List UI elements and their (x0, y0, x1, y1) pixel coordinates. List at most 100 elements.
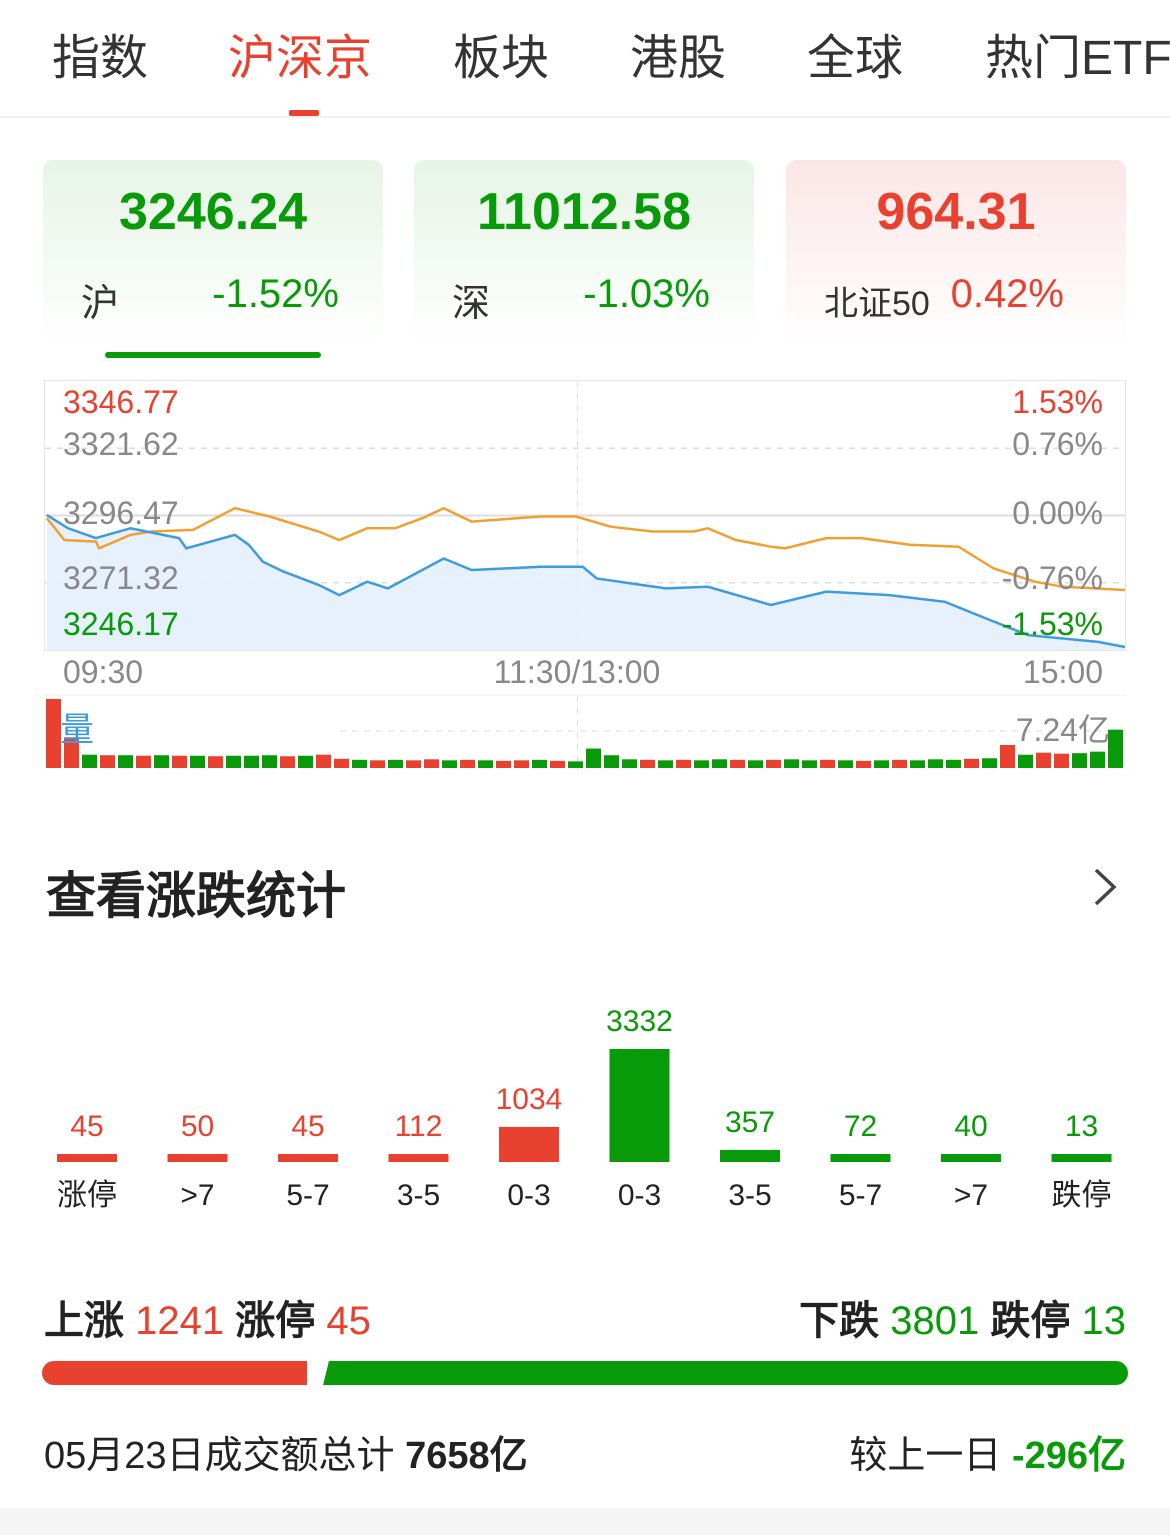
x-label-close: 15:00 (1023, 654, 1103, 690)
distribution-category-label: >7 (180, 1179, 214, 1212)
y-label-left: 3271.32 (63, 560, 179, 596)
y-label-right-max: 1.53% (1012, 384, 1103, 420)
active-tab-indicator (289, 110, 319, 116)
turnover-summary: 05月23日成交额总计 7658亿 (44, 1424, 528, 1479)
distribution-value-label: 40 (954, 1110, 987, 1143)
limit-up-label: 涨停 (235, 1299, 316, 1343)
price-line (46, 513, 1126, 649)
volume-bar (262, 755, 277, 768)
volume-bar (118, 755, 133, 768)
distribution-category-label: 5-7 (839, 1179, 882, 1212)
volume-bar (388, 759, 403, 768)
volume-bar (820, 759, 835, 768)
volume-bar (226, 755, 241, 768)
volume-bar (802, 760, 817, 768)
distribution-category-label: 3-5 (728, 1179, 771, 1212)
price-area-fill (46, 514, 1125, 650)
volume-bar (874, 760, 889, 768)
intraday-chart[interactable]: 3346.77 3321.62 3296.47 3271.32 3246.17 … (0, 370, 1170, 780)
index-value: 11012.58 (476, 183, 692, 241)
volume-bar (838, 760, 853, 768)
index-change: 0.42% (950, 272, 1064, 316)
rise-label: 上涨 (44, 1299, 124, 1343)
distribution-value-label: 50 (181, 1110, 214, 1143)
tab-global[interactable]: 全球 (807, 32, 904, 85)
volume-bar (136, 755, 151, 768)
tab-index[interactable]: 指数 (52, 32, 149, 85)
volume-bar (946, 759, 961, 768)
volume-bar (892, 759, 907, 768)
tab-sectors[interactable]: 板块 (453, 32, 550, 85)
distribution-category-label: 0-3 (618, 1179, 661, 1212)
volume-bar (856, 760, 871, 768)
volume-bar (730, 759, 745, 768)
distribution-bar (830, 1154, 891, 1162)
volume-bar (622, 759, 637, 768)
distribution-category-label: >7 (954, 1179, 988, 1212)
distribution-category-label: 0-3 (507, 1179, 550, 1212)
distribution-bar (57, 1154, 117, 1162)
volume-bar (352, 759, 367, 768)
selected-card-indicator (105, 352, 321, 358)
compare-label: 较上一日 (849, 1435, 1002, 1477)
tab-hk-stocks[interactable]: 港股 (630, 32, 727, 85)
volume-bar (712, 759, 727, 768)
volume-bar (496, 760, 511, 768)
index-change: -1.03% (583, 272, 710, 316)
volume-bar (784, 759, 799, 768)
volume-bar (190, 755, 205, 768)
volume-bar (298, 755, 313, 768)
volume-bar (316, 754, 331, 768)
volume-bar (766, 759, 781, 768)
volume-bar (514, 760, 529, 768)
distribution-value-label: 13 (1065, 1110, 1098, 1143)
volume-bar (64, 737, 79, 768)
rise-summary: 上涨 1241 涨停 45 (44, 1288, 371, 1346)
volume-bar (910, 760, 925, 768)
rise-ratio-bar (42, 1361, 307, 1385)
tab-shanghai-shenzhen-beijing[interactable]: 沪深京 (228, 32, 373, 85)
y-label-right: -0.76% (1002, 560, 1103, 596)
volume-bar (694, 760, 709, 768)
index-card-bse50[interactable]: 964.31 北证50 0.42% (786, 160, 1126, 346)
distribution-category-label: 涨停 (57, 1179, 117, 1212)
distribution-value-label: 357 (725, 1106, 775, 1139)
distribution-value-label: 112 (395, 1110, 443, 1143)
volume-bar (244, 755, 259, 768)
volume-bar (1036, 752, 1051, 768)
volume-bars (46, 699, 1123, 768)
volume-bar (532, 759, 547, 768)
volume-bar (928, 759, 943, 768)
volume-bar (334, 758, 349, 768)
turnover-compare: 较上一日 -296亿 (849, 1424, 1126, 1479)
volume-bar (1108, 729, 1123, 768)
y-label-left-min: 3246.17 (63, 606, 179, 642)
fall-label: 下跌 (799, 1299, 880, 1343)
chevron-right-icon[interactable] (1090, 862, 1120, 912)
volume-bar (442, 760, 457, 768)
rise-count: 1241 (135, 1299, 225, 1343)
limit-down-label: 跌停 (990, 1299, 1071, 1343)
compare-value: -296亿 (1011, 1435, 1126, 1477)
distribution-bar (609, 1049, 670, 1162)
volume-bar (1090, 751, 1105, 768)
stats-title[interactable]: 查看涨跌统计 (46, 868, 346, 924)
index-name: 沪 (81, 283, 120, 325)
distribution-bar (278, 1154, 338, 1162)
index-card-shanghai[interactable]: 3246.24 沪 -1.52% (43, 160, 383, 346)
index-value: 3246.24 (119, 183, 307, 241)
index-name: 深 (452, 283, 491, 325)
distribution-bar (499, 1126, 559, 1162)
limit-up-count: 45 (326, 1299, 371, 1343)
index-value: 964.31 (876, 183, 1036, 241)
volume-bar (478, 760, 493, 768)
volume-bar (604, 755, 619, 768)
distribution-value-label: 1034 (496, 1083, 563, 1116)
tab-hot-etf[interactable]: 热门ETF (985, 32, 1170, 85)
index-change: -1.52% (212, 272, 339, 316)
y-label-right-zero: 0.00% (1012, 495, 1103, 531)
fall-ratio-bar (323, 1361, 1128, 1385)
y-label-left-prev-close: 3296.47 (63, 495, 179, 531)
volume-bar (46, 699, 61, 768)
index-card-shenzhen[interactable]: 11012.58 深 -1.03% (414, 160, 754, 346)
